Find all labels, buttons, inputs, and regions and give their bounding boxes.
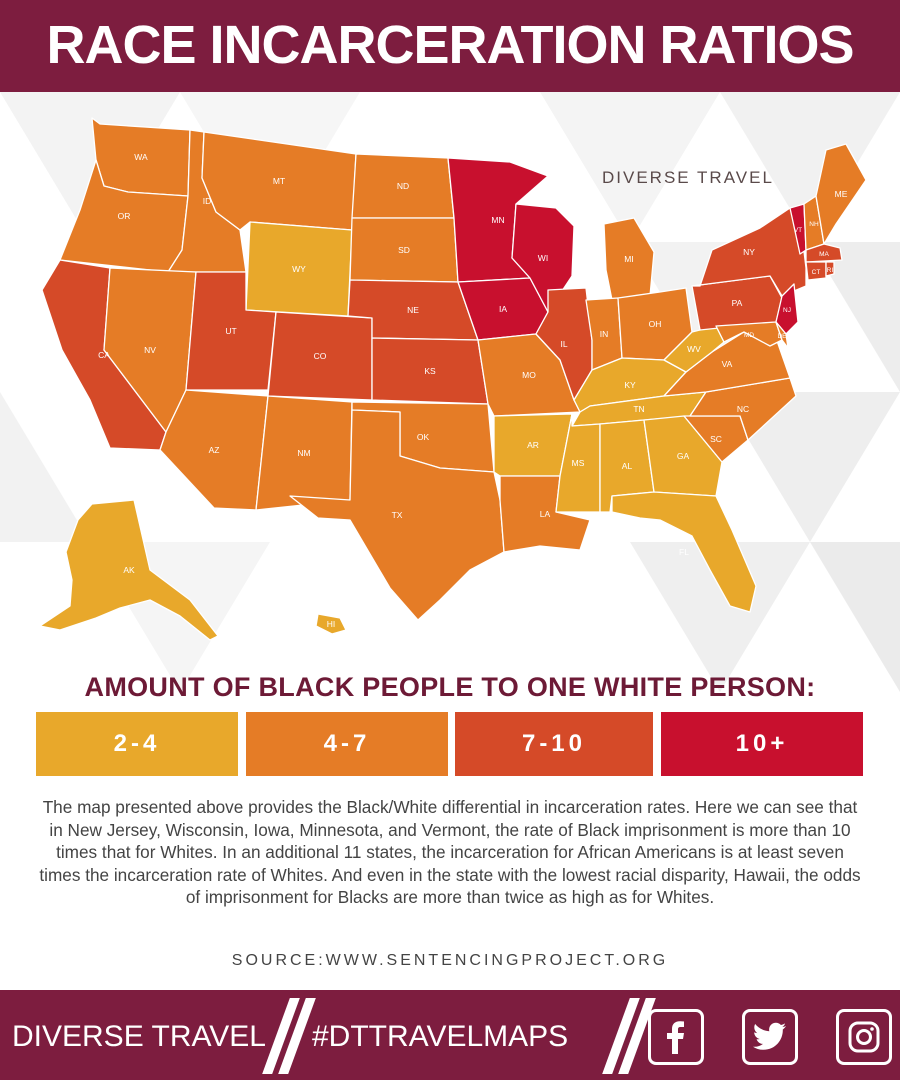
- footer-hashtag: #DTTRAVELMAPS: [312, 1020, 569, 1053]
- state-label-in: IN: [600, 329, 609, 339]
- state-label-az: AZ: [209, 445, 220, 455]
- state-label-ia: IA: [499, 304, 507, 314]
- state-label-mt: MT: [273, 176, 285, 186]
- legend-item-7-10: 7-10: [455, 712, 653, 776]
- state-ak: [39, 499, 219, 641]
- state-ma: [805, 243, 843, 263]
- state-label-ne: NE: [407, 305, 419, 315]
- state-label-ms: MS: [572, 458, 585, 468]
- state-label-nd: ND: [397, 181, 409, 191]
- state-label-tx: TX: [392, 510, 403, 520]
- state-label-nc: NC: [737, 404, 749, 414]
- state-label-ok: OK: [417, 432, 430, 442]
- state-label-nv: NV: [144, 345, 156, 355]
- state-label-oh: OH: [649, 319, 662, 329]
- state-label-id: ID: [203, 196, 212, 206]
- state-label-va: VA: [722, 359, 733, 369]
- state-label-wi: WI: [538, 253, 548, 263]
- twitter-icon[interactable]: [742, 1009, 798, 1065]
- state-label-ca: CA: [98, 350, 110, 360]
- state-label-ct: CT: [812, 269, 821, 276]
- state-label-ny: NY: [743, 247, 755, 257]
- state-label-ga: GA: [677, 451, 690, 461]
- state-label-co: CO: [314, 351, 327, 361]
- state-label-md: MD: [744, 332, 754, 339]
- instagram-icon[interactable]: [836, 1009, 892, 1065]
- brand-tag: DIVERSE TRAVEL: [602, 168, 774, 187]
- legend-item-2-4: 2-4: [36, 712, 238, 776]
- state-label-il: IL: [560, 339, 567, 349]
- state-label-mn: MN: [491, 215, 504, 225]
- state-de: [775, 321, 789, 349]
- state-ny: [691, 207, 807, 297]
- state-label-tn: TN: [633, 404, 644, 414]
- state-label-mo: MO: [522, 370, 536, 380]
- state-label-fl: FL: [679, 547, 689, 557]
- state-label-ks: KS: [424, 366, 436, 376]
- footer-bar: [0, 990, 900, 1080]
- state-label-me: ME: [835, 189, 848, 199]
- state-label-wy: WY: [292, 264, 306, 274]
- state-label-wa: WA: [134, 152, 148, 162]
- state-nj: [775, 283, 799, 335]
- state-tx: [289, 409, 505, 621]
- title-bar: [0, 0, 900, 92]
- footer-brand: DIVERSE TRAVEL: [12, 1020, 266, 1053]
- state-label-ut: UT: [225, 326, 236, 336]
- state-label-nh: NH: [809, 221, 819, 228]
- state-label-la: LA: [540, 509, 551, 519]
- legend-item-10-plus: 10+: [661, 712, 863, 776]
- state-label-nj: NJ: [783, 307, 791, 314]
- us-map: WA OR CA ID NV MT WY UT CO AZ NM ND SD NE KS OK TX MN IA MO…: [39, 117, 867, 641]
- background-pattern: [0, 92, 900, 692]
- state-label-al: AL: [622, 461, 633, 471]
- source-credit: SOURCE:WWW.SENTENCINGPROJECT.ORG: [231, 952, 669, 969]
- state-label-ri: RI: [827, 267, 834, 274]
- state-ri: [825, 261, 835, 277]
- state-label-ak: AK: [123, 565, 135, 575]
- state-label-de: DE: [777, 333, 787, 340]
- state-ga: [643, 415, 723, 497]
- state-label-ar: AR: [527, 440, 539, 450]
- state-va: [663, 331, 791, 397]
- state-label-ky: KY: [624, 380, 636, 390]
- state-label-vt: VT: [794, 227, 802, 234]
- facebook-icon[interactable]: [648, 1009, 704, 1065]
- state-label-ma: MA: [819, 251, 829, 258]
- state-fl: [611, 491, 757, 613]
- legend-title: AMOUNT OF BLACK PEOPLE TO ONE WHITE PERS…: [84, 672, 816, 702]
- description: The map presented above provides the Bla…: [39, 797, 861, 907]
- state-hi: [315, 613, 347, 635]
- state-ct: [805, 261, 827, 281]
- legend-item-4-7: 4-7: [246, 712, 448, 776]
- state-label-sc: SC: [710, 434, 722, 444]
- state-label-mi: MI: [624, 254, 633, 264]
- page-title: RACE INCARCERATION RATIOS: [46, 15, 855, 75]
- state-label-wv: WV: [687, 344, 701, 354]
- state-label-hi: HI: [327, 619, 336, 629]
- state-label-pa: PA: [732, 298, 743, 308]
- state-label-sd: SD: [398, 245, 410, 255]
- state-label-nm: NM: [297, 448, 310, 458]
- state-label-or: OR: [118, 211, 131, 221]
